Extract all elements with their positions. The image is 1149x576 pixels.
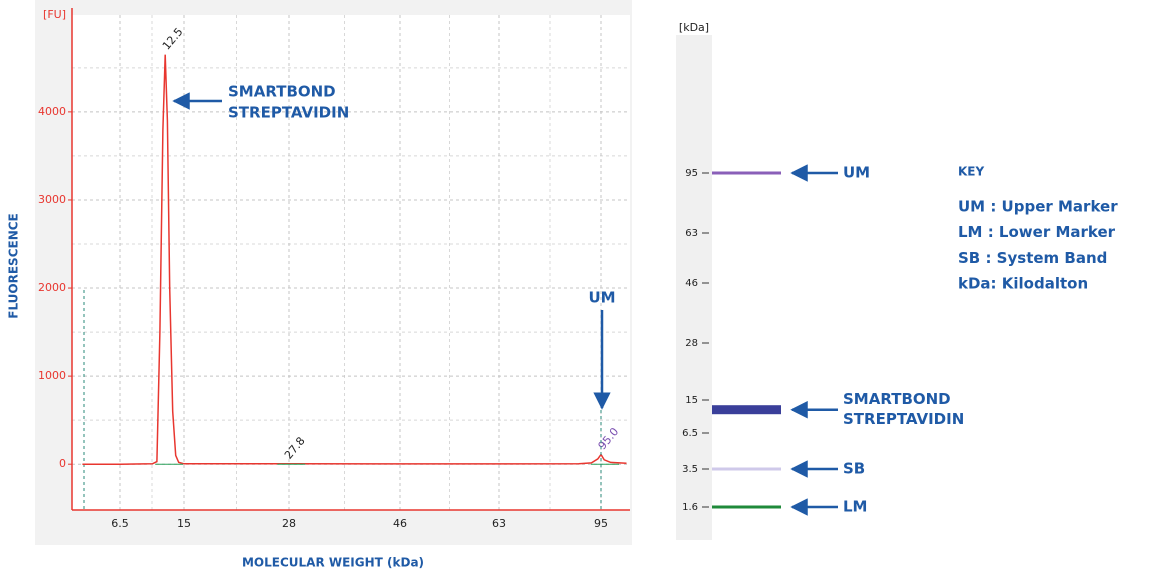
figure: 0 1000 2000 3000 4000 6.5 15 28 46 63 95 [FU] FLUORE… — [0, 0, 1149, 576]
key-entry: SB : System Band — [958, 249, 1107, 267]
key-entry: UM : Upper Marker — [958, 198, 1118, 216]
y-tick-label: 1000 — [38, 369, 66, 382]
x-tick-label: 28 — [282, 517, 296, 530]
y-unit-label: [FU] — [43, 8, 66, 21]
page: 0 1000 2000 3000 4000 6.5 15 28 46 63 95 [FU] FLUORE… — [0, 0, 1149, 576]
y-tick-label: 15 — [685, 395, 698, 406]
band-label: STREPTAVIDIN — [843, 410, 964, 428]
key-entry: kDa: Kilodalton — [958, 275, 1088, 293]
x-axis-title: MOLECULAR WEIGHT (kDa) — [242, 556, 424, 570]
x-tick-label: 6.5 — [111, 517, 129, 530]
band-label: UM — [843, 164, 870, 182]
band — [712, 506, 781, 509]
band — [712, 468, 781, 471]
x-tick-label: 46 — [393, 517, 407, 530]
y-tick-label: 28 — [685, 338, 698, 349]
x-tick-label: 63 — [492, 517, 506, 530]
y-tick-label: 95 — [685, 168, 698, 179]
y-tick-label: 3000 — [38, 193, 66, 206]
band — [712, 405, 781, 414]
y-axis-title: FLUORESCENCE — [7, 213, 21, 319]
y-unit-label: [kDa] — [679, 21, 709, 34]
plot-area — [72, 15, 630, 510]
y-tick-label: 2000 — [38, 281, 66, 294]
band-label: SB — [843, 460, 865, 478]
band-label: SMARTBOND — [843, 390, 951, 408]
key-title: KEY — [958, 165, 984, 179]
x-tick-label: 15 — [177, 517, 191, 530]
y-tick-label: 4000 — [38, 105, 66, 118]
y-tick-label: 46 — [685, 278, 698, 289]
y-tick-label: 0 — [59, 457, 66, 470]
annotation: UM — [588, 289, 615, 307]
y-tick-label: 1.6 — [682, 502, 698, 513]
annotation: SMARTBOND — [228, 83, 336, 101]
x-tick-label: 95 — [594, 517, 608, 530]
band-label: LM — [843, 498, 868, 516]
band — [712, 172, 781, 175]
key-entry: LM : Lower Marker — [958, 223, 1116, 241]
y-tick-label: 3.5 — [682, 464, 698, 475]
y-tick-label: 63 — [685, 228, 698, 239]
annotation: STREPTAVIDIN — [228, 104, 349, 122]
y-tick-label: 6.5 — [682, 428, 698, 439]
